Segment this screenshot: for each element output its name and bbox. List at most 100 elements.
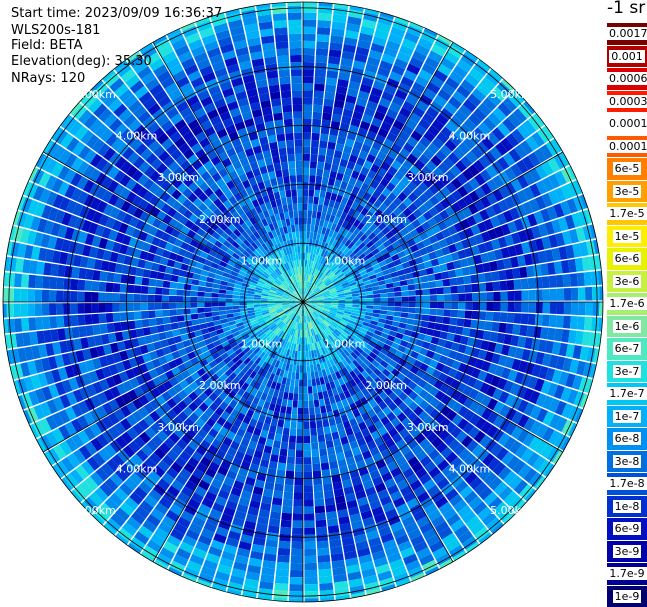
ray-gate-cell [342,108,354,118]
ray-gate-cell [492,107,507,122]
ray-gate-cell [560,387,572,402]
ray-gate-cell [484,438,498,453]
ray-gate-cell [574,257,584,272]
ray-gate-cell [430,490,445,503]
ray-gate-cell [413,509,427,522]
ray-gate-cell [335,0,350,2]
ray-gate-cell [411,219,421,229]
ray-gate-cell [389,359,398,368]
ray-gate-cell [471,310,480,320]
ray-gate-cell [542,411,555,426]
ray-gate-cell [560,200,572,216]
ray-gate-cell [316,255,321,263]
ray-gate-cell [363,358,372,367]
ray-gate-cell [319,332,325,340]
ray-gate-cell [341,220,349,229]
ray-gate-cell [345,138,355,148]
ray-gate-cell [313,311,319,317]
ray-gate-cell [453,334,462,344]
ray-gate-cell [429,295,438,302]
ray-gate-cell [310,275,315,283]
ray-gate-cell [317,27,331,36]
ray-gate-cell [394,136,406,148]
ray-gate-cell [325,191,332,200]
ray-gate-cell [391,240,401,249]
ray-gate-cell [340,319,349,325]
ray-gate-cell [561,329,570,343]
ray-gate-cell [91,281,100,292]
ray-gate-cell [354,53,368,63]
ray-gate-cell [341,317,350,322]
ray-gate-cell [520,278,529,290]
ray-gate-cell [367,595,384,602]
ray-gate-cell [360,182,370,192]
ray-gate-cell [278,540,291,549]
ray-gate-cell [558,371,569,386]
ray-gate-cell [473,107,487,122]
ray-gate-cell [330,322,338,329]
ray-gate-cell [316,526,328,535]
ray-gate-cell [304,584,319,592]
ray-gate-cell [419,94,433,106]
ray-gate-cell [14,273,22,288]
ray-gate-cell [337,242,345,251]
ray-gate-cell [304,485,313,493]
ray-gate-cell [329,333,337,341]
ray-gate-cell [169,288,177,296]
ray-gate-cell [415,225,425,235]
ray-gate-cell [419,522,434,535]
ray-gate-cell [466,256,476,266]
ray-gate-cell [322,308,330,312]
ray-gate-cell [565,373,576,388]
ray-gate-cell [387,165,398,176]
ray-gate-cell [365,266,374,273]
ray-gate-cell [323,267,330,275]
ray-gate-cell [542,302,551,314]
ray-gate-cell [511,358,522,371]
ray-gate-cell [224,595,240,602]
ray-gate-cell [134,276,143,285]
ray-gate-cell [466,215,477,227]
ray-gate-cell [392,207,403,217]
ray-gate-cell [330,294,338,298]
ray-gate-cell [347,335,355,342]
ray-gate-cell [477,320,486,330]
ray-gate-cell [345,30,359,40]
ray-gate-cell [425,328,435,336]
ray-gate-cell [390,325,399,332]
ray-gate-cell [465,293,473,302]
ray-gate-cell [439,209,450,221]
ray-gate-cell [268,518,281,527]
ray-gate-cell [284,384,290,393]
ray-gate-cell [500,137,514,152]
ray-gate-cell [41,289,50,302]
ray-gate-cell [315,512,326,521]
ray-gate-cell [460,335,469,345]
ray-gate-cell [397,236,407,245]
ray-gate-cell [349,281,357,287]
ray-gate-cell [281,398,288,407]
ray-gate-cell [331,431,340,440]
ray-gate-cell [344,167,353,177]
ray-gate-cell [472,127,486,141]
ray-gate-cell [348,176,357,186]
ray-gate-cell [313,246,318,255]
ray-gate-cell [480,196,492,209]
ray-gate-cell [450,309,459,318]
ray-gate-cell [369,446,380,457]
ray-gate-cell [269,424,277,434]
ray-gate-cell [294,471,303,479]
ray-gate-cell [440,126,454,139]
ray-gate-cell [312,203,318,212]
ray-gate-cell [395,350,404,358]
ray-gate-cell [204,292,212,298]
ray-gate-cell [303,132,311,140]
ray-gate-cell [510,163,523,178]
ray-gate-cell [211,292,219,298]
ray-gate-cell [294,478,303,486]
ray-gate-cell [361,273,369,279]
ray-gate-cell [434,190,446,202]
ray-gate-cell [347,88,359,98]
ray-gate-cell [327,411,335,420]
ray-gate-cell [429,397,441,408]
